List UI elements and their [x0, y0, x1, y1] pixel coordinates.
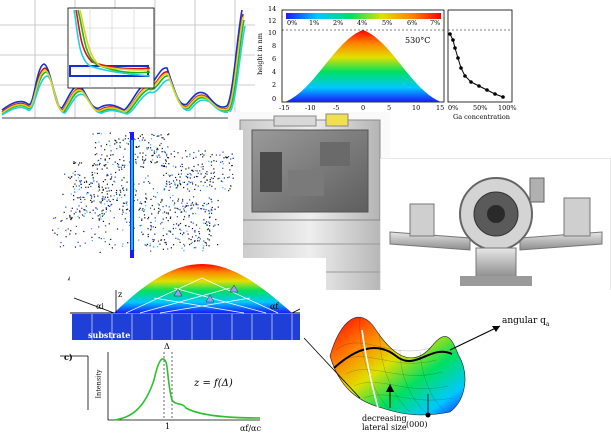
temperature-label: 530°C	[405, 36, 431, 45]
alpha-i-label: αi	[96, 302, 104, 311]
y-tick-2: 2	[272, 81, 277, 89]
height-axis-label: height in nm	[255, 33, 264, 75]
y-tick-4: 4	[272, 68, 277, 76]
panel-letter-c: c)	[64, 352, 73, 362]
origin-label: (000)	[406, 420, 428, 429]
y-tick-14: 14	[268, 5, 277, 13]
conc-tick-50: 50%	[473, 104, 488, 112]
x-tick-5: 5	[387, 104, 392, 112]
x-tick-15: 15	[436, 104, 445, 112]
surface-plot-panel: angular qa decreasing lateral size (000)	[300, 290, 611, 434]
x-tick-10: 10	[412, 104, 421, 112]
lateral-size-label: decreasing lateral size	[362, 414, 407, 432]
surface-ridge-line	[333, 347, 453, 369]
intensity-curve	[113, 358, 261, 421]
surface-cut-line	[361, 329, 379, 409]
x-tick-m5: -5	[333, 104, 340, 112]
substrate-label: substrate	[88, 330, 131, 340]
reflectivity-curves-plot	[0, 0, 255, 130]
substrate	[72, 314, 308, 340]
inset-plot	[67, 7, 155, 89]
formula-label: z = f(Δ)	[194, 378, 233, 389]
conc-tick-100: 100%	[498, 104, 517, 112]
y-tick-12: 12	[268, 17, 277, 25]
x-tick-0: 0	[361, 104, 366, 112]
alpha-f-label: αf	[270, 302, 279, 311]
x-tick-m10: -10	[305, 104, 316, 112]
z-label: z	[118, 290, 123, 299]
scattering-geometry-drawing	[70, 258, 326, 356]
intensity-plot	[60, 340, 280, 434]
gradient-plot	[255, 0, 611, 125]
gradient-dome	[285, 30, 441, 102]
y-tick-10: 10	[268, 29, 277, 37]
angular-q-label: angular qa	[502, 316, 550, 328]
intensity-plot-panel: c) Intensity αf/αc 1 Δ z = f(Δ)	[60, 340, 280, 434]
x-tick-1: 1	[165, 422, 171, 431]
curve-blue	[1, 9, 243, 111]
origin-point-icon	[425, 412, 431, 418]
lateral-size-arrow-icon	[386, 384, 394, 392]
reflectivity-curves-panel	[0, 0, 255, 130]
goniometer-drawing	[380, 158, 611, 291]
gradient-panel: 0% 1% 2% 4% 5% 6% 7% 530°C height in nm …	[255, 0, 611, 125]
y-tick-8: 8	[272, 42, 277, 50]
scattering-geometry-panel: substrate αi αf z	[70, 258, 326, 356]
conc-tick-0: 0%	[448, 104, 459, 112]
y-tick-0: 0	[272, 95, 277, 103]
surface-plot	[300, 290, 611, 434]
angular-arrow-icon	[492, 326, 500, 332]
delta-label: Δ	[164, 342, 170, 351]
concentration-axis-label: Ga concentration	[453, 113, 510, 121]
island-profile	[114, 264, 292, 313]
goniometer-photo	[380, 158, 611, 291]
intensity-axis-label: Intensity	[94, 369, 103, 399]
x-tick-m15: -15	[279, 104, 290, 112]
colorbar	[286, 13, 441, 19]
alpha-ratio-axis-label: αf/αc	[240, 424, 261, 433]
curve-yellow	[1, 16, 244, 114]
y-tick-6: 6	[272, 55, 277, 63]
